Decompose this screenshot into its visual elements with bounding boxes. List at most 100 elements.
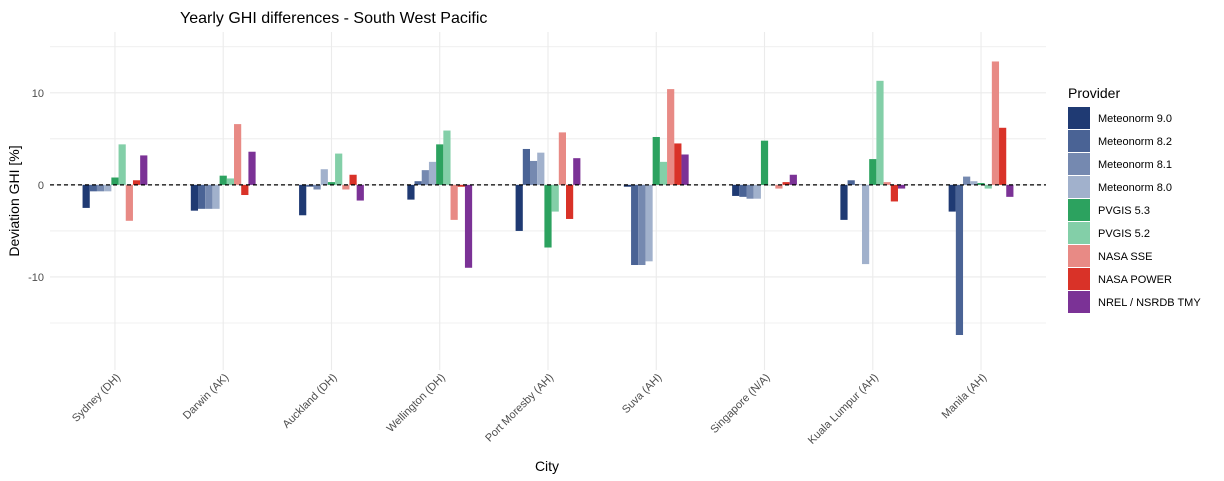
- bar-pvgis-5-3: [760, 140, 769, 185]
- bar-meteonorm-8-2: [631, 184, 639, 266]
- bar-meteonorm-8-1: [530, 160, 538, 185]
- legend-key: [1068, 291, 1090, 313]
- y-tick-label: 10: [32, 88, 44, 100]
- legend-label: Meteonorm 9.0: [1098, 113, 1172, 125]
- bar-meteonorm-9-0: [82, 184, 90, 208]
- bar-meteonorm-8-0: [537, 152, 545, 185]
- legend-key: [1068, 176, 1090, 198]
- legend-label: PVGIS 5.2: [1098, 228, 1150, 240]
- bar-meteonorm-8-0: [320, 169, 328, 185]
- y-tick-label: 0: [38, 180, 44, 192]
- legend-key: [1068, 153, 1090, 175]
- bar-meteonorm-9-0: [732, 184, 740, 196]
- bar-pvgis-5-3: [652, 136, 660, 185]
- y-axis-label: Deviation GHI [%]: [6, 145, 22, 256]
- bar-nasa-sse: [775, 184, 783, 189]
- bar-meteonorm-9-0: [840, 184, 848, 220]
- legend-key: [1068, 222, 1090, 244]
- bar-meteonorm-8-1: [313, 184, 321, 190]
- bar-meteonorm-8-1: [421, 170, 429, 185]
- bar-nasa-power: [457, 184, 465, 187]
- bar-meteonorm-9-0: [299, 184, 307, 216]
- bar-pvgis-5-2: [876, 80, 884, 185]
- bar-nasa-power: [782, 182, 790, 185]
- bar-nasa-power: [349, 174, 357, 185]
- bar-pvgis-5-2: [118, 144, 126, 185]
- x-tick-label: Auckland (DH): [281, 372, 340, 431]
- bar-pvgis-5-3: [436, 144, 444, 185]
- bar-nasa-sse: [125, 184, 133, 221]
- bar-nasa-sse: [558, 132, 566, 185]
- x-tick-label: Sydney (DH): [70, 372, 123, 425]
- legend: Provider Meteonorm 9.0 Meteonorm 8.2 Meteo…: [1068, 85, 1201, 313]
- bar-pvgis-5-3: [111, 177, 119, 185]
- bar-meteonorm-8-2: [198, 184, 206, 209]
- bar-meteonorm-8-2: [955, 184, 964, 336]
- legend-label: NREL / NSRDB TMY: [1098, 297, 1201, 309]
- bar-pvgis-5-3: [977, 183, 985, 185]
- bar-meteonorm-9-0: [948, 184, 956, 212]
- bar-nrel-nsrdb-tmy: [897, 184, 906, 189]
- chart-title: Yearly GHI differences - South West Paci…: [180, 10, 487, 27]
- x-tick-label: Suva (AH): [620, 372, 664, 416]
- y-tick-label: -10: [28, 272, 44, 284]
- x-tick-label: Port Moresby (AH): [483, 372, 556, 445]
- bar-meteonorm-9-0: [190, 184, 199, 211]
- legend-label: Meteonorm 8.0: [1098, 182, 1172, 194]
- bar-meteonorm-8-0: [753, 184, 761, 199]
- legend-label: NASA POWER: [1098, 274, 1172, 286]
- bar-nrel-nsrdb-tmy: [573, 158, 581, 185]
- x-tick-label: Manila (AH): [940, 372, 990, 422]
- bar-meteonorm-8-2: [739, 184, 747, 197]
- legend-key: [1068, 245, 1090, 267]
- legend-key: [1068, 130, 1090, 152]
- bar-meteonorm-9-0: [407, 184, 415, 200]
- bar-meteonorm-8-1: [746, 184, 754, 199]
- bar-nasa-sse: [991, 61, 1000, 185]
- bar-nasa-sse: [667, 89, 675, 185]
- bar-pvgis-5-2: [226, 178, 235, 185]
- bar-pvgis-5-2: [984, 184, 992, 189]
- legend-label: Meteonorm 8.2: [1098, 136, 1172, 148]
- bar-nrel-nsrdb-tmy: [464, 184, 473, 268]
- bar-nasa-sse: [883, 182, 891, 185]
- bar-nrel-nsrdb-tmy: [248, 151, 256, 185]
- bar-pvgis-5-2: [443, 130, 451, 185]
- bar-nrel-nsrdb-tmy: [789, 174, 797, 185]
- bar-nrel-nsrdb-tmy: [1006, 184, 1014, 197]
- bar-nasa-power: [566, 184, 574, 219]
- bar-nasa-sse: [234, 124, 242, 185]
- bar-nasa-power: [674, 143, 682, 185]
- gridlines: [50, 32, 1046, 370]
- bar-pvgis-5-2: [659, 161, 668, 185]
- bar-meteonorm-8-0: [645, 184, 653, 262]
- bar-pvgis-5-3: [544, 184, 552, 248]
- bar-meteonorm-8-2: [89, 184, 97, 192]
- legend-key: [1068, 107, 1090, 129]
- bar-pvgis-5-3: [327, 182, 336, 185]
- legend-key: [1068, 199, 1090, 221]
- bar-nrel-nsrdb-tmy: [681, 154, 689, 185]
- bar-meteonorm-8-0: [212, 184, 220, 209]
- bar-meteonorm-9-0: [623, 184, 632, 187]
- x-axis-ticks: Sydney (DH) Darwin (AK) Auckland (DH) Welli…: [70, 372, 989, 447]
- bar-meteonorm-8-2: [414, 181, 422, 185]
- bar-meteonorm-8-1: [963, 176, 971, 185]
- bar-meteonorm-8-0: [428, 161, 437, 185]
- bar-meteonorm-8-2: [847, 180, 855, 185]
- y-axis-ticks: -10 0 10: [28, 88, 44, 284]
- bar-nrel-nsrdb-tmy: [356, 184, 364, 201]
- bar-meteonorm-8-2: [522, 148, 530, 185]
- bar-nasa-power: [890, 184, 898, 202]
- legend-key: [1068, 268, 1090, 290]
- bar-meteonorm-8-0: [861, 184, 870, 265]
- x-tick-label: Wellington (DH): [385, 372, 448, 435]
- bar-pvgis-5-3: [219, 175, 227, 185]
- bar-nrel-nsrdb-tmy: [140, 155, 148, 185]
- bar-meteonorm-8-1: [638, 184, 646, 266]
- bar-nasa-power: [241, 184, 249, 196]
- bar-meteonorm-8-1: [96, 184, 105, 192]
- bar-nasa-power: [132, 180, 141, 185]
- legend-label: NASA SSE: [1098, 251, 1152, 263]
